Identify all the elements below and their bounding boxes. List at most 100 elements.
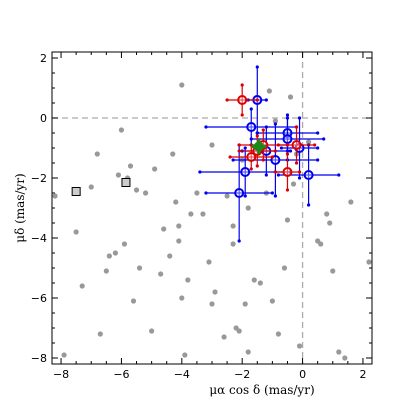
background-star-point bbox=[275, 331, 282, 337]
blue-member-point-errcap bbox=[264, 98, 268, 102]
background-star-point bbox=[149, 328, 155, 334]
background-star-point bbox=[94, 151, 100, 157]
blue-member-point-errcap bbox=[337, 173, 341, 177]
background-star-point bbox=[366, 259, 372, 265]
background-star-point bbox=[185, 277, 191, 283]
x-axis-label: μα cos δ (mas/yr) bbox=[209, 383, 314, 397]
red-member-point-marker bbox=[246, 152, 257, 162]
blue-member-point-errcap bbox=[204, 191, 208, 195]
square-marker-point bbox=[121, 178, 131, 187]
blue-member-point-errcap bbox=[316, 146, 320, 150]
green-mean-point-errcap bbox=[257, 138, 261, 143]
axis-ticks: −8 −6 −4 −2 0 2 2 0 −2 −4 −6 −8 bbox=[31, 52, 372, 381]
red-member-point-errcap bbox=[261, 128, 265, 132]
red-member-point-errcap bbox=[276, 143, 281, 147]
background-star-point bbox=[79, 283, 85, 289]
background-star-point bbox=[287, 94, 294, 100]
background-star-point bbox=[306, 139, 312, 145]
background-star-point bbox=[318, 241, 324, 247]
background-star-point bbox=[52, 193, 58, 199]
blue-member-point-errcap bbox=[322, 137, 326, 141]
background-star-point bbox=[121, 241, 128, 247]
background-star-point bbox=[170, 151, 176, 157]
green-mean-point-errcap bbox=[263, 144, 267, 149]
red-member-point-marker bbox=[291, 140, 302, 150]
blue-member-point-errcap bbox=[285, 116, 290, 120]
green-mean-point-marker bbox=[253, 141, 264, 152]
x-tick-label: 0 bbox=[299, 368, 306, 381]
background-star-point bbox=[242, 301, 248, 307]
red-member-point-errcap bbox=[240, 83, 244, 87]
blue-member-point-errcap bbox=[204, 125, 208, 129]
background-star-point bbox=[284, 217, 291, 223]
background-star-point bbox=[230, 223, 236, 229]
blue-member-point-errcap bbox=[273, 194, 277, 198]
red-member-point bbox=[276, 125, 317, 165]
background-star-point bbox=[167, 253, 173, 259]
red-member-point-errcap bbox=[270, 155, 274, 159]
blue-member-point-errcap bbox=[264, 125, 268, 129]
background-star-point bbox=[194, 190, 200, 196]
y-tick-label: −2 bbox=[31, 172, 47, 185]
red-member-point-errcap bbox=[228, 155, 232, 159]
background-star-point bbox=[136, 265, 143, 271]
background-star-point bbox=[188, 211, 194, 217]
background-star-point bbox=[127, 163, 134, 169]
x-tick-label: −6 bbox=[113, 368, 129, 381]
blue-member-point-errcap bbox=[297, 176, 302, 180]
background-star-point bbox=[224, 193, 230, 199]
y-tick-label: 0 bbox=[40, 112, 47, 125]
blue-member-point-errcap bbox=[255, 131, 259, 135]
y-tick-label: −4 bbox=[31, 232, 47, 245]
background-star-point bbox=[272, 118, 278, 124]
blue-member-point-errcap bbox=[255, 65, 259, 69]
background-star-point bbox=[200, 211, 206, 217]
blue-member-point-marker bbox=[240, 167, 251, 177]
blue-member-point-errcap bbox=[316, 158, 320, 162]
background-star-point bbox=[327, 220, 333, 226]
background-star-point bbox=[112, 250, 118, 256]
blue-member-point-errcap bbox=[273, 122, 277, 126]
background-star-point bbox=[296, 343, 303, 349]
blue-member-point-errcap bbox=[237, 239, 241, 243]
green-mean-point-errcap bbox=[257, 150, 261, 155]
blue-member-point-errcap bbox=[285, 113, 290, 117]
red-member-point-errcap bbox=[237, 149, 241, 153]
background-star-point bbox=[61, 352, 67, 358]
blue-member-point bbox=[204, 143, 274, 243]
blue-member-point-errcap bbox=[231, 158, 235, 162]
background-star-point bbox=[158, 271, 164, 277]
background-star-point bbox=[179, 82, 185, 88]
green-mean-point-errcap bbox=[251, 144, 255, 149]
red-member-point-errcap bbox=[255, 164, 259, 168]
background-star-point bbox=[245, 349, 251, 355]
background-star-point bbox=[290, 181, 297, 187]
background-star-point bbox=[118, 127, 125, 133]
background-star-point bbox=[245, 205, 251, 211]
red-member-point bbox=[228, 143, 274, 171]
blue-member-point-errcap bbox=[276, 173, 281, 177]
background-star-point bbox=[269, 298, 275, 304]
background-star-point bbox=[142, 190, 149, 196]
green-mean-point bbox=[251, 138, 267, 155]
blue-member-point-errcap bbox=[243, 194, 247, 198]
background-star-point bbox=[130, 298, 137, 304]
background-star-point bbox=[342, 355, 348, 361]
red-member-point-marker bbox=[282, 167, 293, 177]
background-star-point bbox=[152, 166, 158, 172]
background-star-point bbox=[133, 187, 140, 193]
background-star-point bbox=[182, 352, 188, 358]
red-member-point-errcap bbox=[273, 149, 277, 153]
background-star-point bbox=[179, 295, 185, 301]
blue-member-point-errcap bbox=[249, 137, 253, 141]
red-member-point-errcap bbox=[273, 170, 277, 174]
red-member-point-errcap bbox=[261, 158, 265, 162]
background-star-point bbox=[251, 277, 257, 283]
blue-member-point-errcap bbox=[307, 203, 311, 207]
blue-member-point-errcap bbox=[270, 191, 274, 195]
blue-member-point-errcap bbox=[198, 170, 202, 174]
red-member-point-errcap bbox=[240, 113, 244, 117]
y-tick-label: −6 bbox=[31, 292, 47, 305]
red-member-point-errcap bbox=[237, 143, 241, 147]
